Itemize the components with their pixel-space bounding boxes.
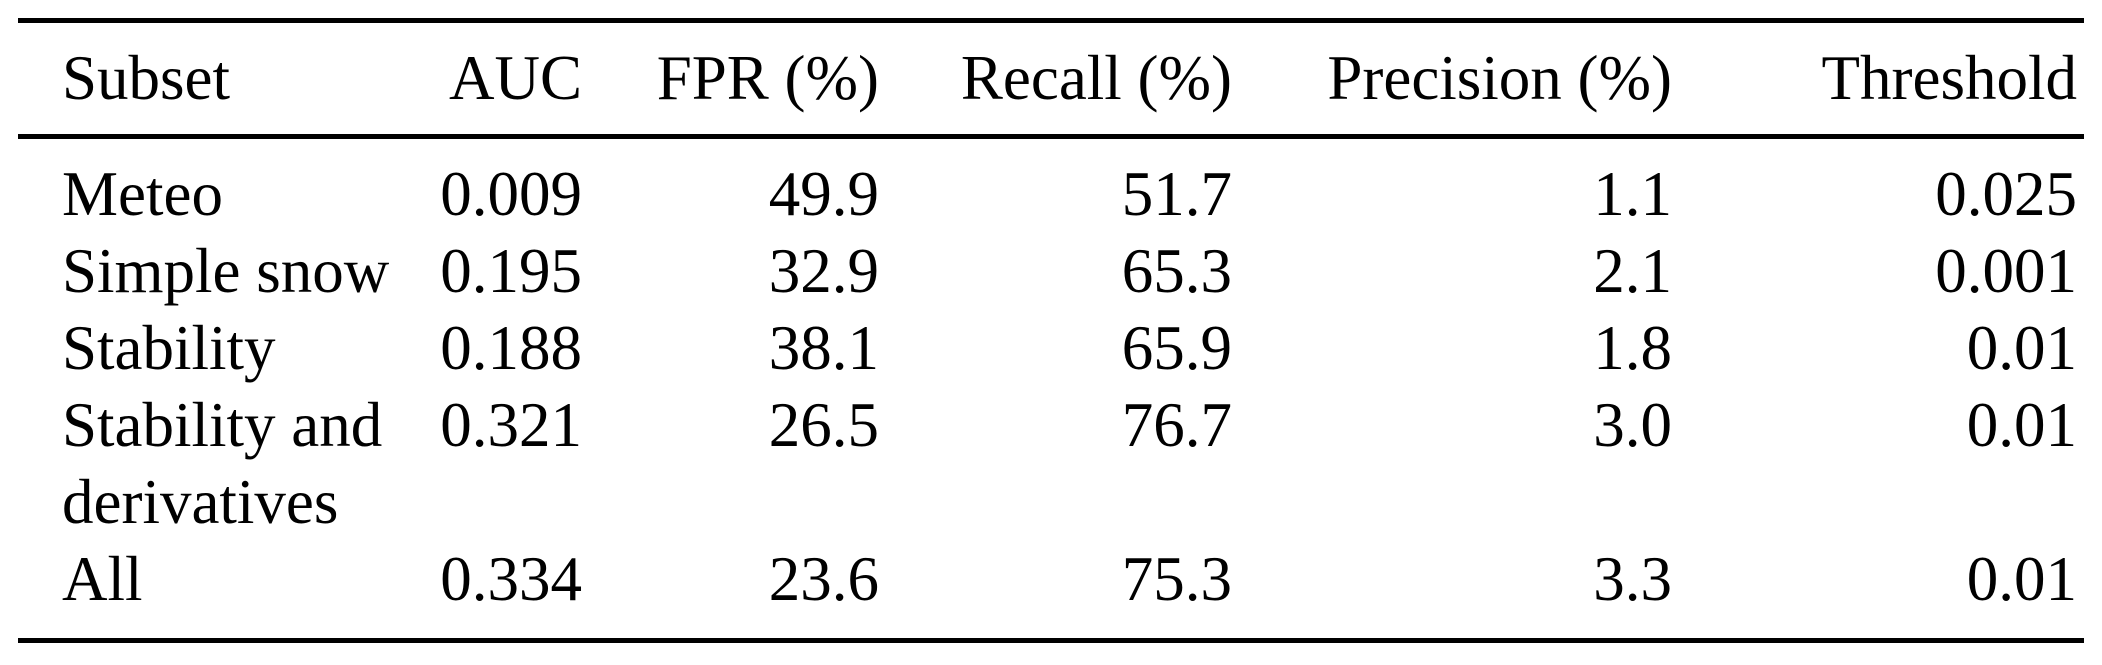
cell-recall: 51.7 bbox=[1121, 159, 1232, 229]
table-row-stability-and-derivatives: Stability and derivatives 0.321 26.5 76.… bbox=[18, 387, 2084, 541]
header-row: Subset AUC FPR (%) Recall (%) Precision … bbox=[18, 20, 2084, 139]
cell-auc: 0.188 bbox=[440, 313, 582, 383]
cell-auc: 0.009 bbox=[440, 159, 582, 229]
cell-subset: All bbox=[62, 544, 143, 614]
cell-threshold: 0.01 bbox=[1966, 544, 2077, 614]
cell-fpr: 23.6 bbox=[768, 544, 879, 614]
cell-recall: 76.7 bbox=[1121, 390, 1232, 460]
cell-auc: 0.334 bbox=[440, 544, 582, 614]
cell-recall: 65.3 bbox=[1121, 236, 1232, 306]
cell-threshold: 0.001 bbox=[1935, 236, 2077, 306]
cell-recall: 75.3 bbox=[1121, 544, 1232, 614]
cell-threshold: 0.01 bbox=[1966, 313, 2077, 383]
results-table: Subset AUC FPR (%) Recall (%) Precision … bbox=[18, 18, 2084, 643]
cell-precision: 3.0 bbox=[1593, 390, 1672, 460]
cell-recall: 65.9 bbox=[1121, 313, 1232, 383]
cell-precision: 2.1 bbox=[1593, 236, 1672, 306]
cell-threshold: 0.025 bbox=[1935, 159, 2077, 229]
cell-subset: Stability bbox=[62, 313, 276, 383]
table-row-meteo: Meteo 0.009 49.9 51.7 1.1 0.025 bbox=[18, 137, 2084, 234]
cell-subset: Meteo bbox=[62, 159, 223, 229]
cell-fpr: 49.9 bbox=[768, 159, 879, 229]
column-header-fpr: FPR (%) bbox=[582, 20, 879, 139]
cell-precision: 3.3 bbox=[1593, 544, 1672, 614]
table-row-all: All 0.334 23.6 75.3 3.3 0.01 bbox=[18, 541, 2084, 641]
cell-threshold: 0.01 bbox=[1966, 390, 2077, 460]
table-row-stability: Stability 0.188 38.1 65.9 1.8 0.01 bbox=[18, 310, 2084, 387]
cell-auc: 0.195 bbox=[440, 236, 582, 306]
cell-fpr: 38.1 bbox=[768, 313, 879, 383]
cell-fpr: 26.5 bbox=[768, 390, 879, 460]
cell-auc: 0.321 bbox=[440, 390, 582, 460]
table-row-simple-snow: Simple snow 0.195 32.9 65.3 2.1 0.001 bbox=[18, 233, 2084, 310]
column-header-subset: Subset bbox=[18, 20, 398, 139]
cell-subset: Stability and derivatives bbox=[62, 390, 383, 537]
column-header-precision: Precision (%) bbox=[1232, 20, 1672, 139]
cell-precision: 1.8 bbox=[1593, 313, 1672, 383]
column-header-auc: AUC bbox=[398, 20, 582, 139]
cell-precision: 1.1 bbox=[1593, 159, 1672, 229]
column-header-recall: Recall (%) bbox=[879, 20, 1232, 139]
column-header-threshold: Threshold bbox=[1672, 20, 2084, 139]
cell-fpr: 32.9 bbox=[768, 236, 879, 306]
cell-subset: Simple snow bbox=[62, 236, 390, 306]
